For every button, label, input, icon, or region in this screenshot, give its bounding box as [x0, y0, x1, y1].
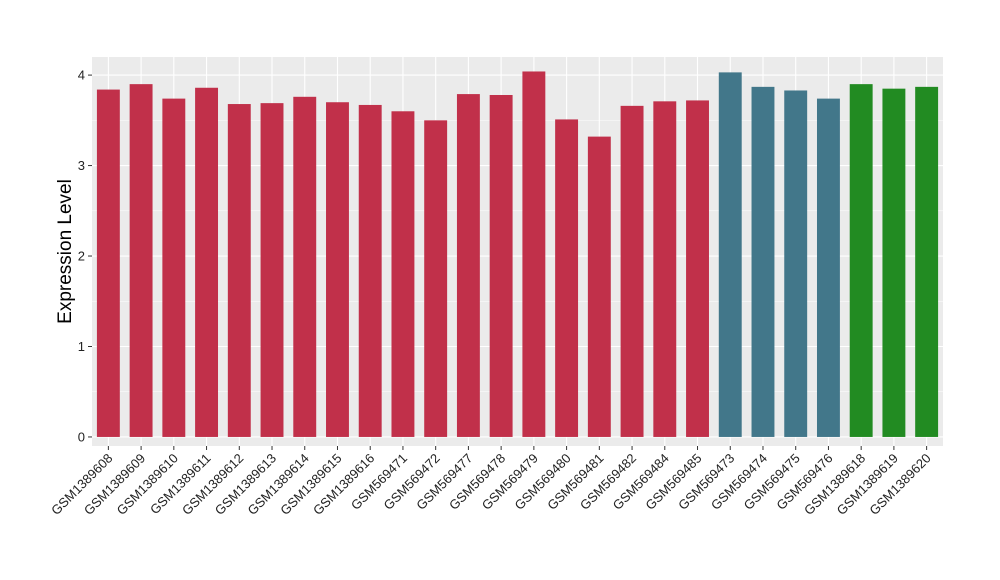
bars — [96, 71, 939, 437]
bar — [358, 104, 382, 437]
bar — [522, 71, 546, 437]
bar — [620, 105, 644, 437]
bar — [686, 100, 709, 437]
bar — [424, 120, 448, 437]
bar — [718, 72, 742, 437]
bar — [195, 87, 219, 437]
bar — [849, 84, 873, 437]
y-tick-label: 4 — [78, 68, 85, 83]
y-tick-label: 2 — [78, 249, 85, 264]
bar — [784, 90, 808, 437]
bar — [555, 119, 579, 437]
y-axis: 0 1 2 3 4 — [78, 68, 92, 444]
bar — [915, 86, 939, 437]
bar — [751, 86, 775, 437]
bar — [260, 103, 284, 437]
bar — [293, 96, 317, 437]
bar — [653, 101, 677, 437]
bar — [882, 88, 906, 437]
bar — [227, 104, 251, 437]
y-tick-label: 1 — [78, 339, 85, 354]
bar — [456, 94, 480, 437]
bar — [162, 98, 186, 437]
y-tick-label: 3 — [78, 158, 85, 173]
bar — [326, 102, 349, 437]
y-axis-title: Expression Level — [55, 179, 76, 324]
bar — [489, 94, 513, 437]
bar — [587, 136, 611, 437]
y-tick-label: 0 — [78, 429, 85, 444]
bar — [391, 111, 415, 437]
bar — [129, 84, 153, 437]
bar — [96, 89, 120, 437]
plot-panel — [92, 57, 943, 446]
x-axis: GSM1389608GSM1389609GSM1389610GSM1389611… — [48, 446, 934, 518]
bar — [816, 98, 840, 437]
